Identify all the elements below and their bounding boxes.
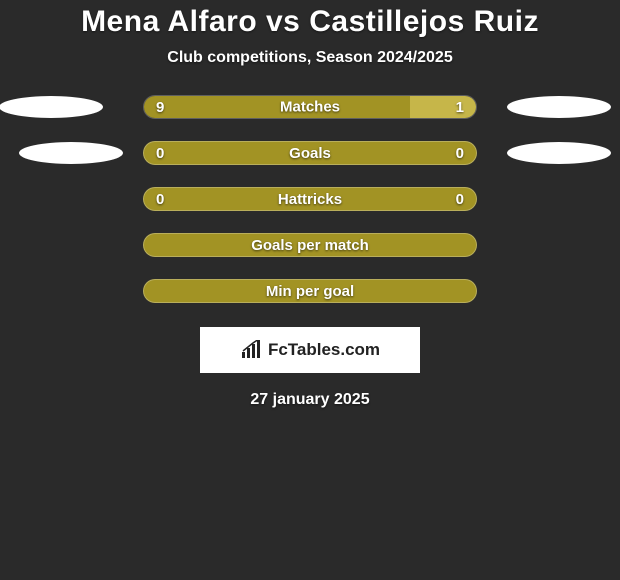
stat-value-left: 0 — [156, 145, 164, 162]
stat-bar: 0 Goals 0 — [143, 141, 477, 165]
stat-row: 9 1 Matches — [9, 95, 611, 119]
player1-name: Mena Alfaro — [81, 5, 257, 38]
stat-value-right: 0 — [456, 145, 464, 162]
infographic-container: Mena Alfaro vs Castillejos Ruiz Club com… — [0, 0, 620, 409]
date-text: 27 january 2025 — [250, 391, 369, 409]
player2-name: Castillejos Ruiz — [309, 5, 539, 38]
stat-bar: 9 1 Matches — [143, 95, 477, 119]
stat-row: Goals per match — [9, 233, 611, 257]
stat-bar-left: 9 — [144, 96, 410, 118]
stats-list: 9 1 Matches 0 Goals 0 0 Hattricks 0 Goals per mat… — [9, 95, 611, 325]
brand-text: FcTables.com — [268, 340, 380, 360]
stat-row: Min per goal — [9, 279, 611, 303]
stat-value-left: 0 — [156, 191, 164, 208]
stat-row: 0 Goals 0 — [9, 141, 611, 165]
stat-bar: 0 Hattricks 0 — [143, 187, 477, 211]
bar-chart-icon — [240, 340, 264, 360]
player2-indicator — [507, 96, 611, 118]
stat-label: Goals — [289, 145, 331, 162]
brand-box: FcTables.com — [200, 327, 420, 373]
stat-label: Matches — [280, 99, 340, 116]
stat-bar: Goals per match — [143, 233, 477, 257]
stat-label: Goals per match — [251, 237, 369, 254]
player1-indicator — [0, 96, 103, 118]
vs-text: vs — [266, 5, 300, 38]
brand-inner: FcTables.com — [240, 340, 380, 360]
page-title: Mena Alfaro vs Castillejos Ruiz — [81, 5, 539, 39]
stat-row: 0 Hattricks 0 — [9, 187, 611, 211]
stat-value-right: 0 — [456, 191, 464, 208]
stat-bar-right: 1 — [410, 96, 476, 118]
stat-bar: Min per goal — [143, 279, 477, 303]
player2-indicator — [507, 142, 611, 164]
player1-indicator — [19, 142, 123, 164]
stat-label: Hattricks — [278, 191, 342, 208]
subtitle: Club competitions, Season 2024/2025 — [167, 49, 452, 67]
stat-value-right: 1 — [456, 99, 464, 116]
stat-value-left: 9 — [156, 99, 164, 116]
stat-label: Min per goal — [266, 283, 354, 300]
